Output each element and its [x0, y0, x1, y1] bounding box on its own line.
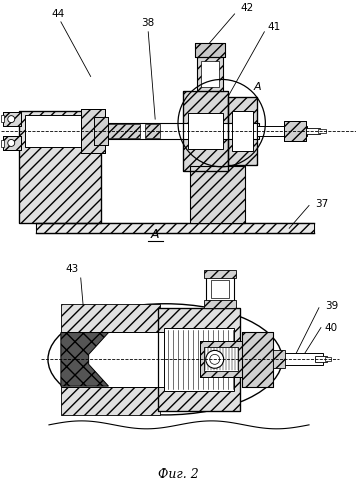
- Text: 40: 40: [325, 322, 338, 332]
- Bar: [318, 129, 326, 133]
- Bar: [195, 43, 225, 56]
- Bar: [257, 126, 307, 136]
- Bar: [61, 387, 160, 415]
- Bar: [204, 300, 236, 308]
- Bar: [211, 280, 228, 298]
- Bar: [232, 111, 253, 151]
- Circle shape: [206, 350, 224, 368]
- Bar: [3, 136, 21, 150]
- Bar: [25, 115, 95, 147]
- Bar: [197, 56, 223, 91]
- Bar: [36, 224, 314, 233]
- Bar: [204, 270, 236, 278]
- Bar: [183, 91, 228, 171]
- Bar: [228, 97, 257, 165]
- Bar: [200, 341, 242, 377]
- Bar: [94, 117, 107, 145]
- Bar: [3, 112, 21, 126]
- Bar: [94, 117, 107, 145]
- Bar: [3, 136, 21, 150]
- Bar: [145, 124, 160, 138]
- Bar: [158, 308, 240, 411]
- Text: Фиг. 2: Фиг. 2: [158, 469, 198, 482]
- Bar: [242, 331, 273, 387]
- Bar: [183, 91, 228, 171]
- Bar: [228, 97, 257, 165]
- Bar: [200, 341, 242, 377]
- Text: 37: 37: [315, 199, 328, 209]
- Bar: [81, 109, 105, 153]
- Bar: [19, 111, 101, 224]
- Bar: [101, 124, 140, 138]
- Bar: [201, 60, 219, 87]
- Bar: [3, 112, 21, 126]
- Text: A: A: [253, 82, 261, 92]
- Bar: [197, 56, 223, 91]
- Bar: [306, 128, 320, 134]
- Bar: [101, 123, 260, 139]
- Text: 42: 42: [241, 3, 254, 13]
- Text: 44: 44: [51, 9, 65, 19]
- Bar: [19, 111, 101, 224]
- Bar: [188, 113, 223, 149]
- Bar: [242, 331, 273, 387]
- Text: 43: 43: [65, 264, 79, 274]
- Bar: [61, 304, 160, 331]
- Bar: [325, 357, 331, 361]
- Bar: [1, 140, 4, 147]
- Bar: [164, 327, 233, 391]
- Bar: [284, 121, 306, 141]
- Circle shape: [8, 140, 15, 146]
- Polygon shape: [61, 332, 109, 386]
- Bar: [36, 224, 314, 233]
- Bar: [190, 166, 245, 224]
- Bar: [61, 331, 165, 387]
- Bar: [315, 356, 327, 362]
- Bar: [195, 43, 225, 56]
- Bar: [204, 347, 237, 371]
- Bar: [1, 115, 4, 122]
- Circle shape: [8, 116, 15, 123]
- Bar: [273, 353, 323, 365]
- Bar: [206, 272, 233, 308]
- Bar: [273, 350, 285, 368]
- Bar: [158, 308, 240, 411]
- Bar: [190, 166, 245, 224]
- Text: 39: 39: [325, 301, 338, 311]
- Text: 38: 38: [142, 18, 155, 28]
- Text: 41: 41: [268, 22, 281, 32]
- Bar: [81, 109, 105, 153]
- Bar: [284, 121, 306, 141]
- Text: A: A: [151, 228, 160, 241]
